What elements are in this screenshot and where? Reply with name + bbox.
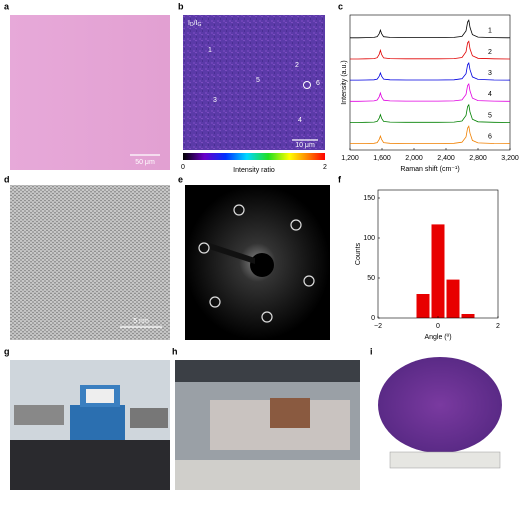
x-tick-label: 3,200 [501, 155, 519, 162]
colorbar-label: Intensity ratio [233, 167, 275, 174]
flange [14, 405, 64, 425]
flange [130, 408, 168, 428]
map-point-label: 2 [295, 62, 299, 69]
series-label: 5 [488, 112, 492, 119]
x-tick-label: 2,000 [405, 155, 423, 162]
substrate-stack [270, 398, 310, 428]
map-point-label: 1 [208, 47, 212, 54]
panel-label: g [4, 346, 10, 356]
marker-circle [303, 81, 311, 89]
map-point-label: 5 [256, 77, 260, 84]
x-tick-label: 1,600 [373, 155, 391, 162]
scale-bar-label: 10 μm [295, 142, 315, 149]
panel-label: i [370, 346, 373, 356]
map-title: ID/IG [188, 20, 201, 28]
panel-label: f [338, 174, 342, 184]
map-title-part: I [188, 20, 190, 27]
y-axis-label: Intensity (a.u.) [341, 60, 348, 104]
series-label: 1 [488, 28, 492, 35]
y-axis-label: Counts [355, 242, 362, 265]
bar [431, 224, 445, 318]
raman-map [183, 15, 325, 150]
map-title-part: D [190, 22, 194, 28]
panel-label: c [338, 1, 343, 11]
scale-bar-label: 50 μm [135, 159, 155, 166]
colorbar [183, 153, 325, 160]
x-axis-label: Raman shift (cm⁻¹) [400, 166, 459, 173]
spectrum [350, 125, 511, 144]
series-label: 6 [488, 133, 492, 140]
x-tick-label: 2 [496, 323, 500, 330]
diffraction-spots [198, 204, 315, 323]
furnace [70, 405, 125, 440]
panel-label: d [4, 174, 10, 184]
series-label: 4 [488, 91, 492, 98]
plot-frame [349, 14, 511, 151]
map-point-label: 3 [213, 97, 217, 104]
colorbar-tick-label: 2 [323, 164, 327, 171]
spectrum [350, 19, 511, 39]
spectrum [350, 83, 511, 102]
panel-label: e [178, 174, 183, 184]
y-tick-label: 100 [363, 235, 375, 242]
map-point-label: 6 [316, 80, 320, 87]
bar [461, 314, 475, 318]
x-tick-label: 2,800 [469, 155, 487, 162]
colorbar-tick-label: 0 [181, 164, 185, 171]
beam-stop [250, 253, 274, 277]
optical-image [10, 15, 170, 170]
map-title-part: /I [194, 20, 198, 27]
x-tick-label: 0 [436, 323, 440, 330]
furnace-vent [86, 389, 114, 403]
stem-image [10, 185, 170, 340]
scale-bar-label: 5 nm [133, 318, 149, 325]
y-tick-label: 0 [371, 315, 375, 322]
x-tick-label: 1,200 [341, 155, 359, 162]
x-tick-label: 2,400 [437, 155, 455, 162]
y-tick-label: 50 [367, 275, 375, 282]
spectrum [350, 61, 511, 81]
bar [416, 294, 430, 318]
cabinet [10, 440, 170, 490]
wafer [378, 357, 502, 453]
beam-holder [200, 240, 255, 264]
tray [175, 460, 360, 490]
map-point-label: 4 [298, 117, 302, 124]
ruler [389, 451, 501, 469]
x-tick-label: −2 [374, 323, 382, 330]
series-label: 3 [488, 70, 492, 77]
map-title-part: G [197, 22, 201, 28]
panel-label: a [4, 1, 10, 11]
spectrum [350, 103, 511, 123]
y-tick-label: 150 [363, 195, 375, 202]
x-axis-label: Angle (º) [424, 334, 451, 341]
bar [446, 279, 460, 318]
panel-label: b [178, 1, 184, 11]
spectrum [350, 40, 511, 60]
heater [175, 360, 360, 382]
panel-label: h [172, 346, 178, 356]
series-label: 2 [488, 49, 492, 56]
